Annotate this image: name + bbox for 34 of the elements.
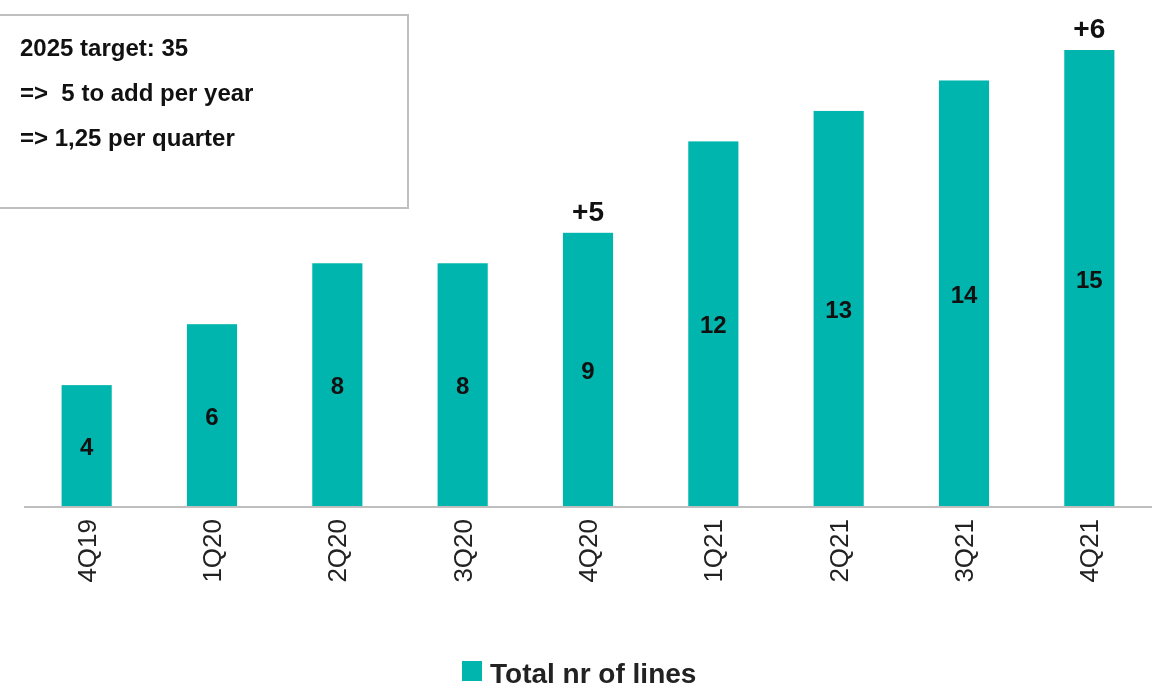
data-label: 8 <box>455 372 470 400</box>
annotation: => 1,25 per quarter <box>20 124 235 151</box>
x-tick-label: 1Q20 <box>197 519 227 583</box>
bar <box>813 110 864 507</box>
annotation: 2025 target: 35 <box>20 34 189 61</box>
data-label: 4 <box>79 433 94 461</box>
x-tick-label: 1Q21 <box>698 519 729 583</box>
data-label: 15 <box>1075 265 1103 293</box>
data-label: 14 <box>950 280 978 308</box>
legend-label: Total nr of lines <box>490 658 697 689</box>
data-label: 6 <box>205 402 219 430</box>
x-tick-label: 2Q21 <box>823 519 854 583</box>
data-label: 8 <box>330 372 345 400</box>
x-tick-label: 3Q20 <box>447 519 478 583</box>
data-label: 9 <box>581 356 595 384</box>
x-tick-label: 3Q21 <box>949 519 979 583</box>
x-tick-label: 4Q21 <box>1074 519 1105 583</box>
annotation: +6 <box>1073 13 1106 44</box>
x-tick-label: 2Q20 <box>322 519 353 583</box>
bar <box>688 141 739 507</box>
x-tick-label: 4Q20 <box>573 519 603 583</box>
bar <box>938 80 990 507</box>
note-box: 2025 target: 35 => 5 to add per year => 1,25 per quarter <box>0 14 409 209</box>
bar <box>562 232 614 507</box>
bar <box>186 324 238 507</box>
x-tick-label: 4Q19 <box>71 519 102 583</box>
data-label: 12 <box>699 311 727 339</box>
data-label: 13 <box>825 295 853 323</box>
bar <box>1064 50 1115 507</box>
bar <box>437 263 488 507</box>
annotation: => 5 to add per year <box>20 79 254 106</box>
bar <box>312 263 363 507</box>
annotation: +5 <box>572 195 604 227</box>
bar <box>61 385 112 507</box>
